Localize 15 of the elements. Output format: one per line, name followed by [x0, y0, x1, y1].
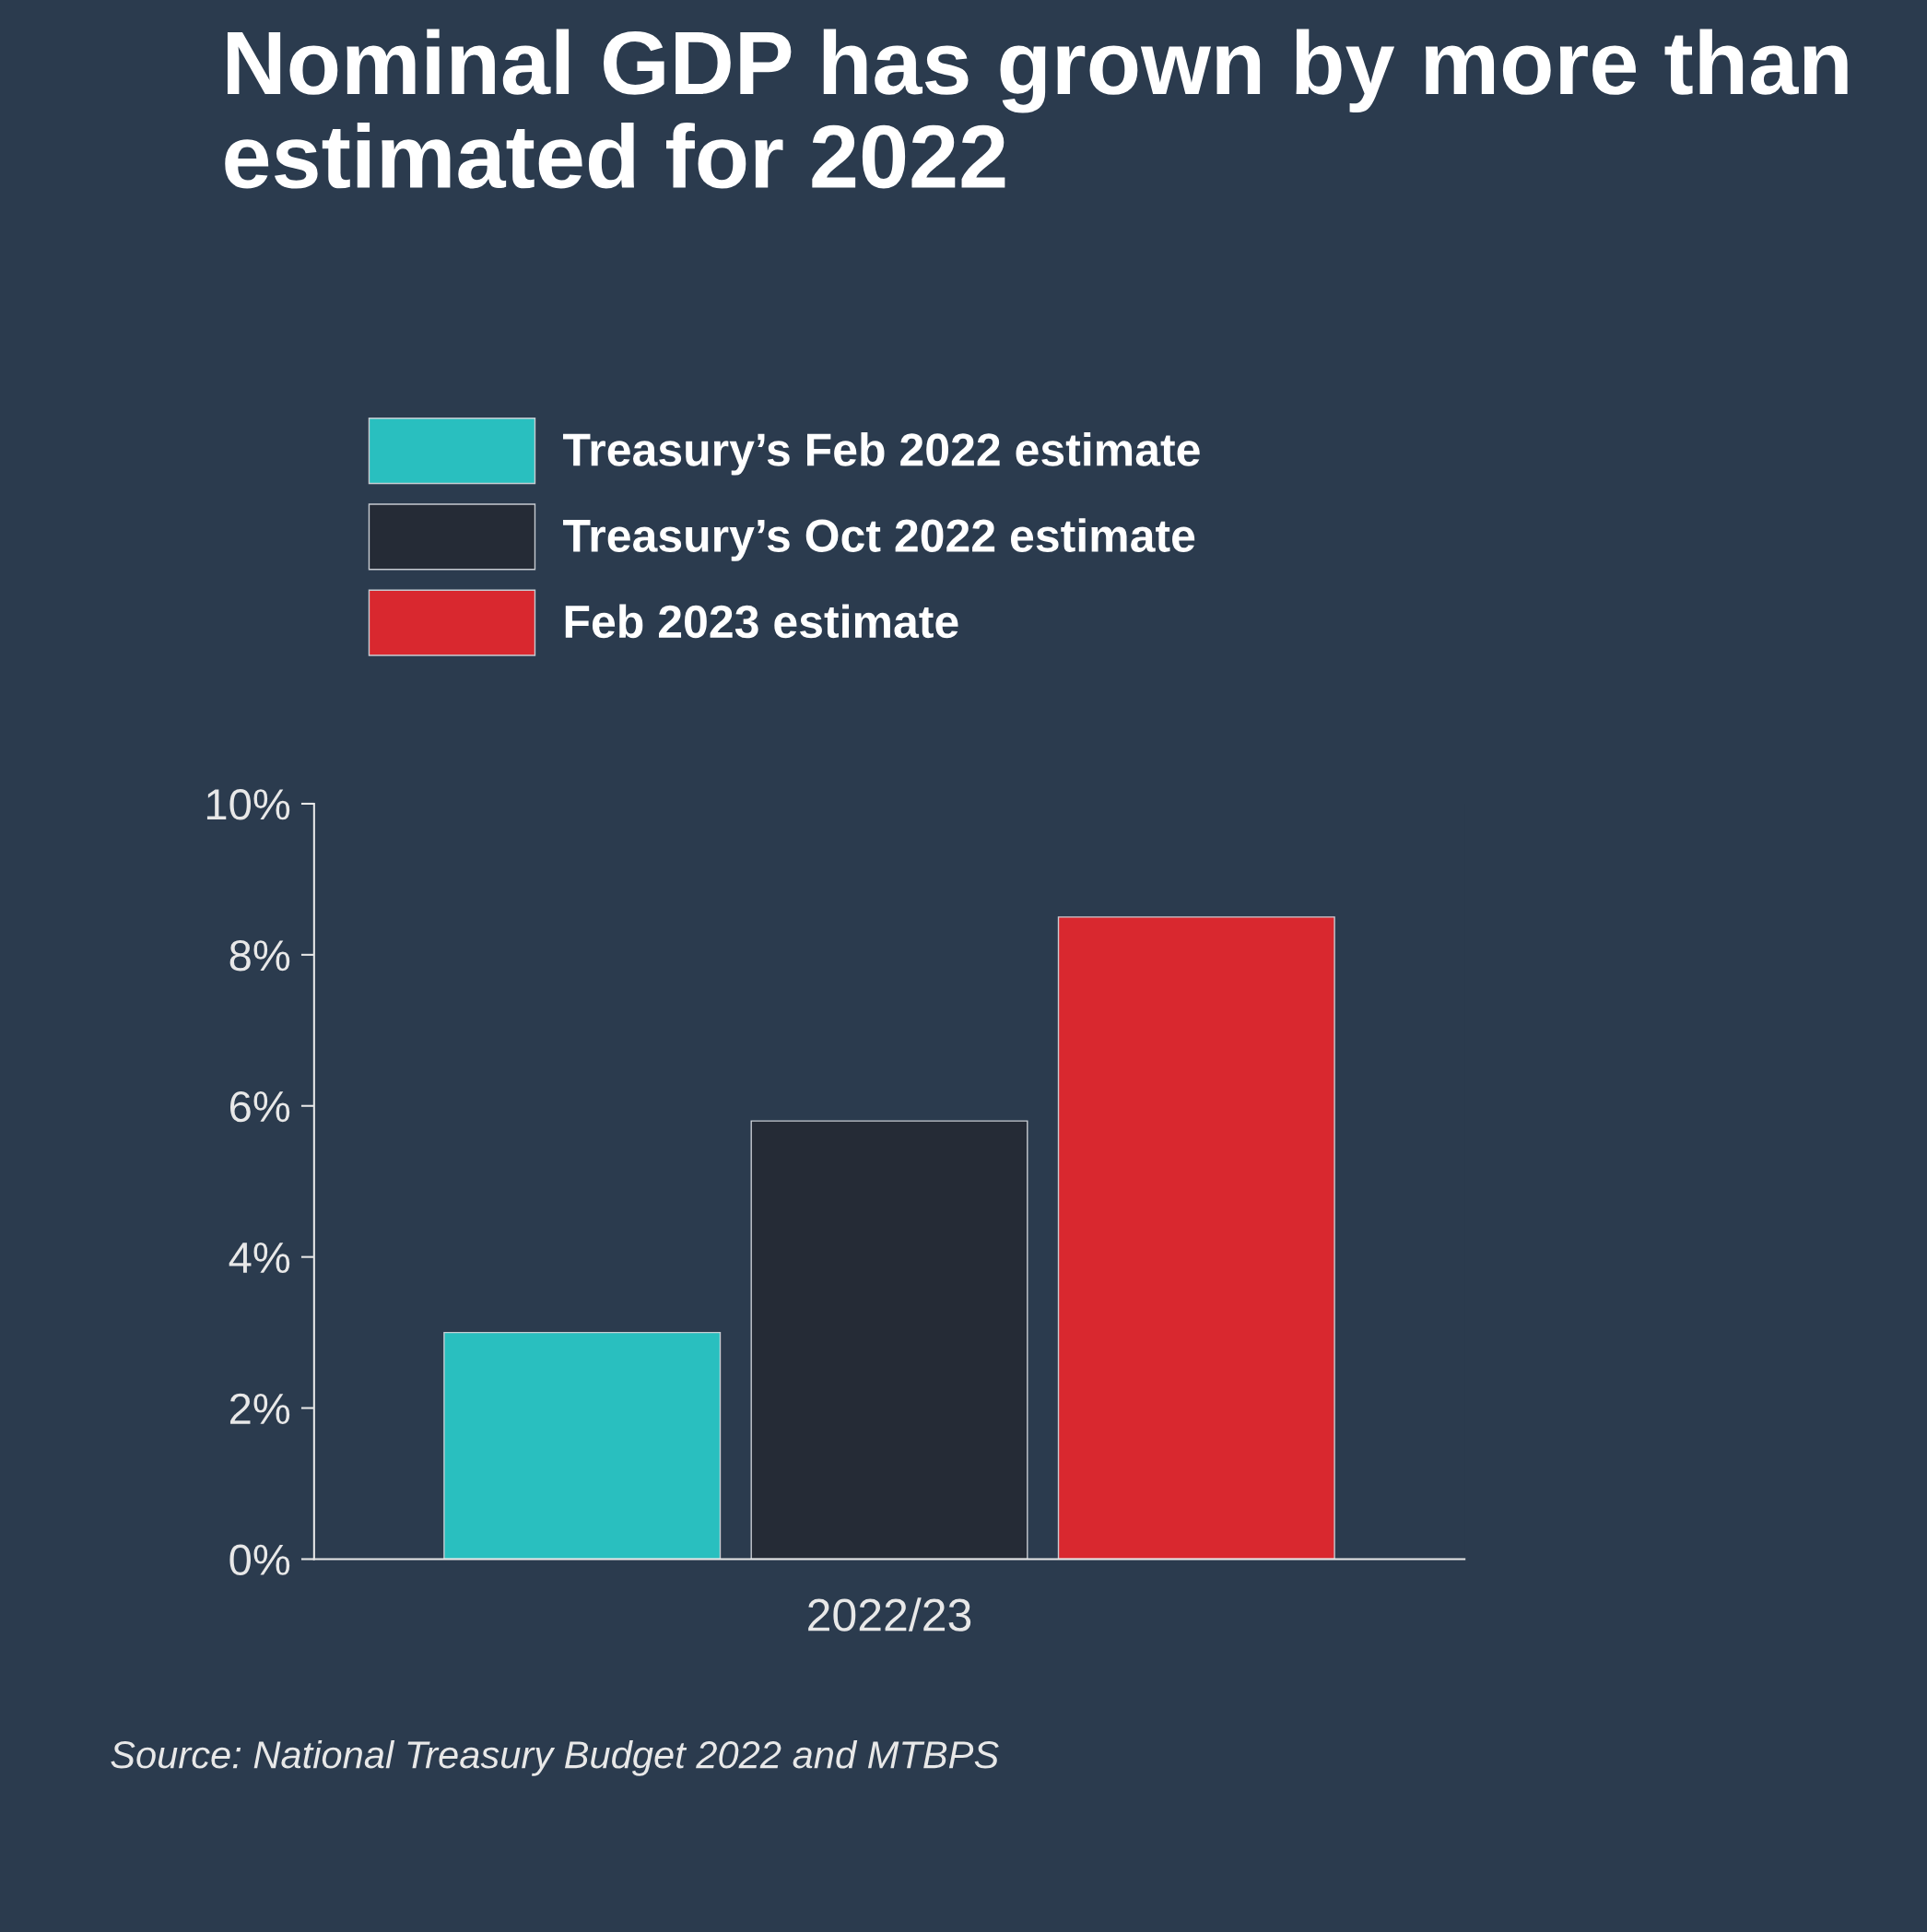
y-tick-label: 8%	[229, 939, 290, 972]
source-note: Source: National Treasury Budget 2022 and MTBPS	[111, 1739, 999, 1776]
x-tick-label: 2022/23	[808, 1597, 971, 1632]
chart-title: Nominal GDP has grown by more than estimated for 2022	[225, 29, 1848, 189]
y-tick-label: 10%	[206, 789, 290, 820]
legend-label: Feb 2023 estimate	[565, 604, 958, 639]
bar	[1057, 916, 1335, 1560]
y-tick-label: 6%	[229, 1090, 290, 1123]
y-tick-label: 0%	[229, 1544, 290, 1576]
bar	[750, 1120, 1028, 1560]
legend-label: Treasury’s Feb 2022 estimate	[563, 431, 1200, 476]
bar	[443, 1331, 722, 1560]
y-tick-label: 2%	[229, 1393, 290, 1424]
legend-label: Treasury’s Oct 2022 estimate	[563, 518, 1195, 561]
y-tick-label: 4%	[229, 1243, 290, 1274]
